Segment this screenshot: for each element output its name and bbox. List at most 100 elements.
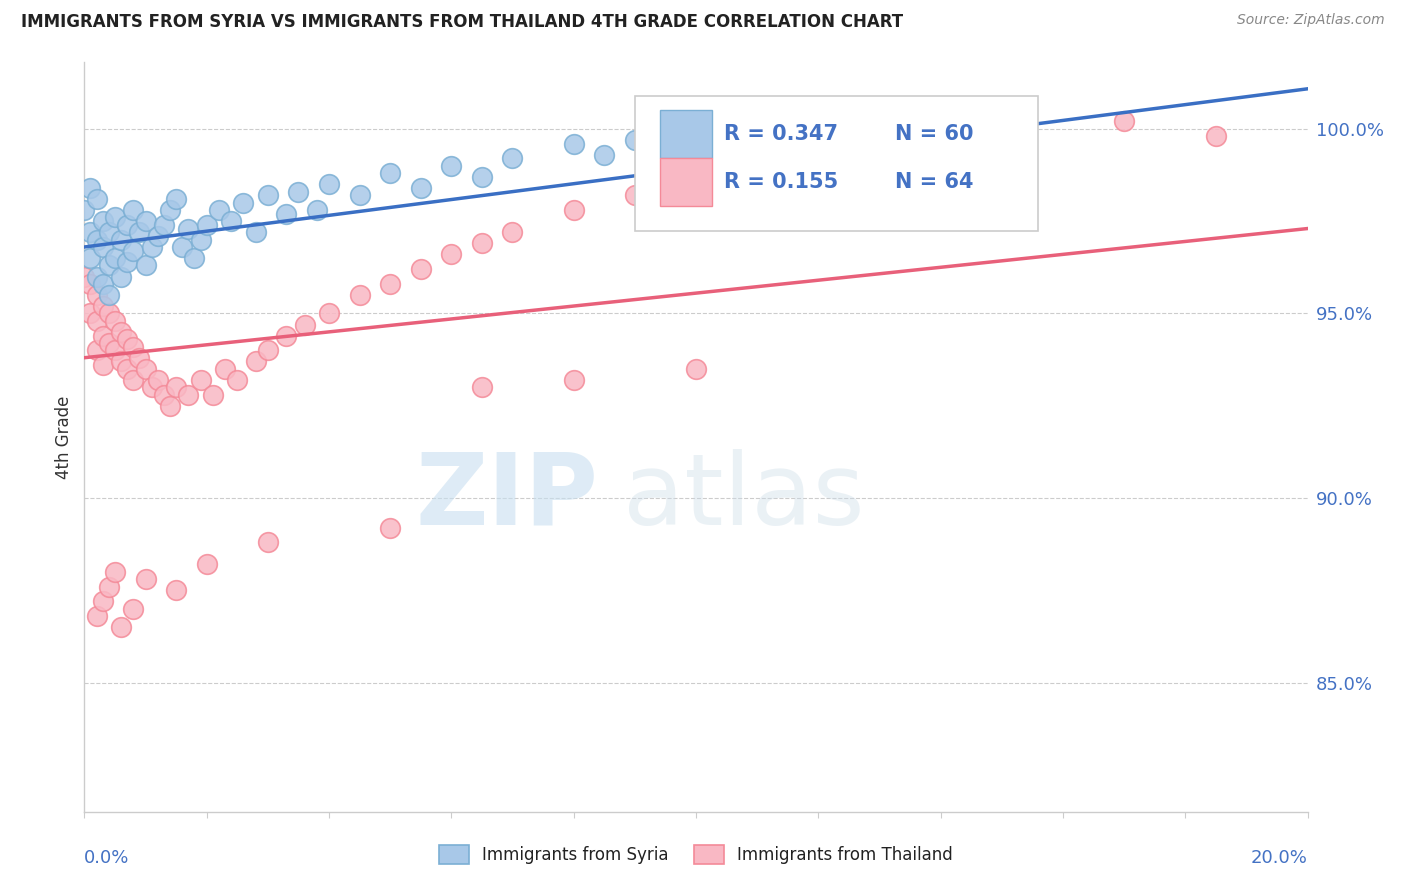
Point xyxy=(86,288,108,302)
Point xyxy=(110,354,132,368)
Point xyxy=(716,144,738,158)
Point xyxy=(135,214,157,228)
Point xyxy=(183,251,205,265)
FancyBboxPatch shape xyxy=(661,159,711,206)
Point xyxy=(73,203,96,218)
Point xyxy=(122,601,145,615)
Point xyxy=(165,192,187,206)
Point xyxy=(165,583,187,598)
Point xyxy=(86,314,108,328)
Point xyxy=(115,218,138,232)
Point xyxy=(91,214,114,228)
Point xyxy=(380,277,402,291)
Text: atlas: atlas xyxy=(623,449,865,546)
Point xyxy=(776,140,799,154)
Point xyxy=(201,387,224,401)
Text: IMMIGRANTS FROM SYRIA VS IMMIGRANTS FROM THAILAND 4TH GRADE CORRELATION CHART: IMMIGRANTS FROM SYRIA VS IMMIGRANTS FROM… xyxy=(21,13,903,31)
Point xyxy=(159,399,181,413)
Point xyxy=(593,147,616,161)
Point xyxy=(115,332,138,346)
Point xyxy=(128,351,150,365)
Point xyxy=(226,373,249,387)
Point xyxy=(97,335,120,350)
FancyBboxPatch shape xyxy=(661,110,711,158)
Point xyxy=(115,361,138,376)
Point xyxy=(141,380,163,394)
Point xyxy=(104,251,127,265)
Point xyxy=(190,233,212,247)
Point xyxy=(91,277,114,291)
Point xyxy=(318,178,340,192)
Point xyxy=(141,240,163,254)
Point xyxy=(97,580,120,594)
Point xyxy=(79,251,101,265)
Point xyxy=(97,288,120,302)
Point xyxy=(172,240,194,254)
Point xyxy=(165,380,187,394)
Point xyxy=(86,609,108,624)
Text: N = 60: N = 60 xyxy=(896,124,974,144)
Point xyxy=(97,306,120,320)
Point xyxy=(409,181,432,195)
Point xyxy=(135,572,157,586)
Point xyxy=(122,340,145,354)
Point xyxy=(86,192,108,206)
Point xyxy=(305,203,328,218)
Point xyxy=(122,373,145,387)
Point xyxy=(245,225,267,239)
Point xyxy=(91,358,114,372)
Point xyxy=(208,203,231,218)
Point xyxy=(1205,129,1227,144)
Text: 20.0%: 20.0% xyxy=(1251,848,1308,867)
Point xyxy=(79,277,101,291)
Point xyxy=(440,247,463,261)
Y-axis label: 4th Grade: 4th Grade xyxy=(55,395,73,479)
Point xyxy=(380,166,402,180)
Point xyxy=(97,259,120,273)
Point xyxy=(91,299,114,313)
Point xyxy=(104,211,127,225)
Point xyxy=(153,218,176,232)
Point xyxy=(135,259,157,273)
Point xyxy=(159,203,181,218)
Text: R = 0.155: R = 0.155 xyxy=(724,172,838,193)
Point xyxy=(190,373,212,387)
Point xyxy=(79,225,101,239)
Point xyxy=(318,306,340,320)
Point xyxy=(177,387,200,401)
Text: N = 64: N = 64 xyxy=(896,172,974,193)
Point xyxy=(349,188,371,202)
Point xyxy=(471,169,494,184)
Point xyxy=(195,218,218,232)
Point xyxy=(685,173,707,187)
Point xyxy=(219,214,242,228)
Point xyxy=(747,129,769,144)
Point xyxy=(97,225,120,239)
Point xyxy=(91,240,114,254)
Point xyxy=(409,262,432,277)
Point xyxy=(624,188,647,202)
Point xyxy=(214,361,236,376)
Text: R = 0.347: R = 0.347 xyxy=(724,124,838,144)
Point xyxy=(276,207,298,221)
Point xyxy=(104,565,127,579)
Point xyxy=(115,254,138,268)
Point xyxy=(276,328,298,343)
Text: 0.0%: 0.0% xyxy=(84,848,129,867)
Point xyxy=(991,126,1014,140)
Point xyxy=(86,233,108,247)
Point xyxy=(232,195,254,210)
Point xyxy=(195,558,218,572)
Point xyxy=(440,159,463,173)
Point xyxy=(502,225,524,239)
Point xyxy=(146,228,169,243)
Point xyxy=(257,188,280,202)
Point xyxy=(869,126,891,140)
Point xyxy=(349,288,371,302)
Point xyxy=(73,269,96,284)
Point xyxy=(86,269,108,284)
Point xyxy=(110,233,132,247)
Point xyxy=(177,221,200,235)
Legend: Immigrants from Syria, Immigrants from Thailand: Immigrants from Syria, Immigrants from T… xyxy=(433,838,960,871)
Point xyxy=(257,343,280,358)
